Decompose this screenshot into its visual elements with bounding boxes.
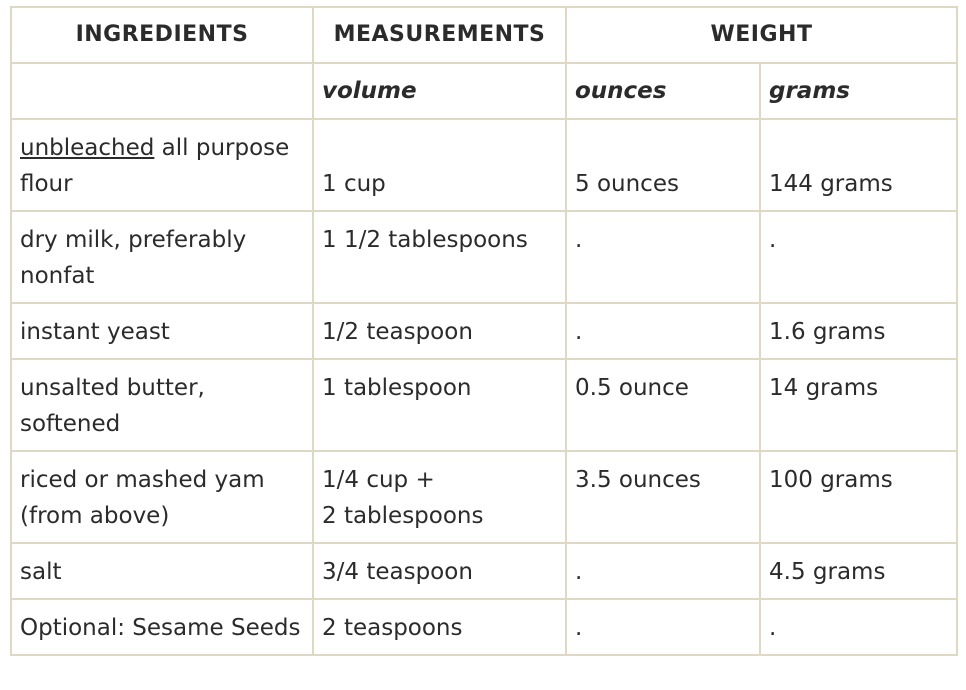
volume-cell: 3/4 teaspoon	[312, 542, 567, 600]
header-measurements: MEASUREMENTS	[312, 6, 567, 64]
volume-cell: 1/4 cup + 2 tablespoons	[312, 450, 567, 544]
ingredient-cell: unsalted butter, softened	[10, 358, 314, 452]
ingredient-cell: salt	[10, 542, 314, 600]
volume-line: 2 tablespoons	[322, 503, 484, 529]
volume-cell: 2 teaspoons	[312, 598, 567, 656]
ingredient-text: all purpose flour	[20, 135, 290, 197]
ingredient-cell: dry milk, preferably nonfat	[10, 210, 314, 304]
ingredient-cell: Optional: Sesame Seeds	[10, 598, 314, 656]
table-row: Optional: Sesame Seeds 2 teaspoons . .	[10, 598, 958, 656]
units-empty-cell	[10, 62, 314, 120]
ounces-cell: 3.5 ounces	[565, 450, 761, 544]
grams-cell: 4.5 grams	[759, 542, 958, 600]
unit-ounces: ounces	[565, 62, 761, 120]
grams-cell: 1.6 grams	[759, 302, 958, 360]
ingredient-link-unbleached[interactable]: unbleached	[20, 135, 155, 161]
ingredient-cell: instant yeast	[10, 302, 314, 360]
grams-cell: .	[759, 598, 958, 656]
ounces-cell: .	[565, 302, 761, 360]
grams-cell: .	[759, 210, 958, 304]
ounces-cell: .	[565, 542, 761, 600]
grams-cell: 14 grams	[759, 358, 958, 452]
table-row: unbleached all purpose flour 1 cup 5 oun…	[10, 118, 958, 212]
ingredient-cell: unbleached all purpose flour	[10, 118, 314, 212]
volume-cell: 1 1/2 tablespoons	[312, 210, 567, 304]
units-row: volume ounces grams	[10, 62, 958, 120]
ounces-cell: 0.5 ounce	[565, 358, 761, 452]
volume-cell: 1/2 teaspoon	[312, 302, 567, 360]
ingredients-table: INGREDIENTS MEASUREMENTS WEIGHT volume o…	[10, 6, 958, 656]
header-ingredients: INGREDIENTS	[10, 6, 314, 64]
table-row: salt 3/4 teaspoon . 4.5 grams	[10, 542, 958, 600]
header-row: INGREDIENTS MEASUREMENTS WEIGHT	[10, 6, 958, 64]
table-row: riced or mashed yam (from above) 1/4 cup…	[10, 450, 958, 544]
volume-line: 1/4 cup +	[322, 467, 435, 493]
ounces-cell: .	[565, 598, 761, 656]
ingredient-cell: riced or mashed yam (from above)	[10, 450, 314, 544]
unit-grams: grams	[759, 62, 958, 120]
grams-cell: 100 grams	[759, 450, 958, 544]
ounces-cell: .	[565, 210, 761, 304]
table-row: unsalted butter, softened 1 tablespoon 0…	[10, 358, 958, 452]
unit-volume: volume	[312, 62, 567, 120]
volume-cell: 1 cup	[312, 118, 567, 212]
volume-cell: 1 tablespoon	[312, 358, 567, 452]
grams-cell: 144 grams	[759, 118, 958, 212]
table-row: dry milk, preferably nonfat 1 1/2 tables…	[10, 210, 958, 304]
ounces-cell: 5 ounces	[565, 118, 761, 212]
header-weight: WEIGHT	[565, 6, 958, 64]
table-row: instant yeast 1/2 teaspoon . 1.6 grams	[10, 302, 958, 360]
